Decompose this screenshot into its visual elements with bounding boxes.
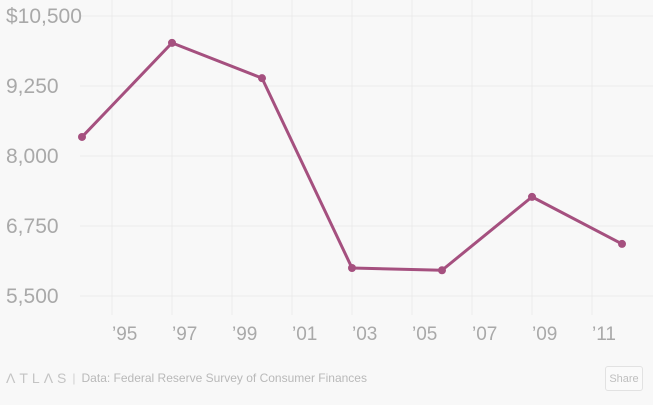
x-tick-label: ’11 bbox=[592, 324, 616, 345]
x-axis: ’95 ’97 ’99 ’01 ’03 ’05 ’07 ’09 ’11 bbox=[112, 324, 616, 345]
y-tick-label: 5,500 bbox=[6, 285, 59, 308]
x-tick-label: ’99 bbox=[232, 324, 257, 345]
share-button[interactable]: Share bbox=[605, 366, 643, 391]
line-chart: $10,500 9,250 8,000 6,750 5,500 ’95 ’97 ’99 ’01… bbox=[6, 0, 653, 345]
data-point[interactable] bbox=[258, 74, 266, 83]
data-point[interactable] bbox=[528, 192, 536, 201]
data-point[interactable] bbox=[78, 132, 86, 141]
footer: ΛTLΛS | Data: Federal Reserve Survey of … bbox=[6, 370, 367, 386]
x-tick-label: ’03 bbox=[352, 324, 377, 345]
y-axis: $10,500 9,250 8,000 6,750 5,500 bbox=[6, 5, 82, 308]
x-tick-label: ’07 bbox=[472, 324, 497, 345]
series bbox=[78, 38, 626, 275]
y-tick-label: 8,000 bbox=[6, 145, 59, 168]
x-tick-label: ’09 bbox=[532, 324, 557, 345]
atlas-logo: ΛTLΛS bbox=[6, 370, 71, 386]
data-point[interactable] bbox=[168, 38, 176, 47]
y-tick-label: $10,500 bbox=[6, 5, 82, 28]
x-tick-label: ’95 bbox=[112, 324, 137, 345]
y-tick-label: 6,750 bbox=[6, 215, 59, 238]
data-point[interactable] bbox=[348, 264, 356, 272]
source-text: Data: Federal Reserve Survey of Consumer… bbox=[81, 371, 367, 385]
x-tick-label: ’05 bbox=[412, 324, 437, 345]
grid bbox=[80, 0, 653, 315]
separator: | bbox=[72, 371, 76, 385]
x-tick-label: ’01 bbox=[292, 324, 317, 345]
data-point[interactable] bbox=[438, 266, 446, 275]
data-point[interactable] bbox=[618, 239, 626, 248]
y-tick-label: 9,250 bbox=[6, 75, 59, 98]
x-tick-label: ’97 bbox=[172, 324, 197, 345]
